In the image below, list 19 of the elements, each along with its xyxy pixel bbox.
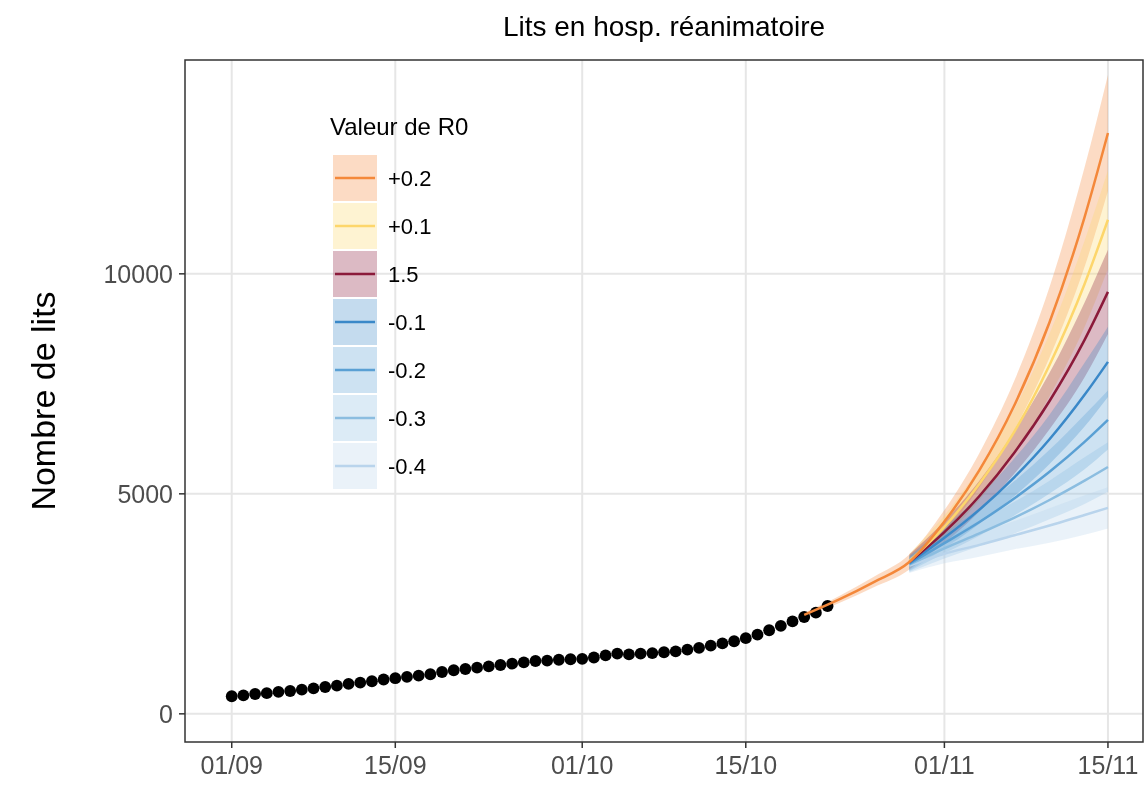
legend-label: -0.4 [388, 453, 426, 479]
legend-label: +0.1 [388, 213, 432, 239]
legend-label: -0.1 [388, 309, 426, 335]
legend-label: +0.2 [388, 165, 432, 191]
legend-label: -0.2 [388, 357, 426, 383]
chart-title: Lits en hosp. réanimatoire [502, 11, 826, 42]
x-tick-label: 15/09 [364, 751, 427, 779]
legend-title: Valeur de R0 [330, 113, 469, 140]
x-tick-label: 15/10 [714, 751, 778, 779]
y-axis-title: Nombre de lits [24, 291, 62, 511]
y-tick-label: 10000 [103, 259, 173, 288]
y-tick-label: 0 [159, 699, 173, 728]
legend-label: -0.3 [388, 405, 426, 431]
x-tick-label: 01/11 [914, 751, 975, 779]
x-tick-label: 01/10 [550, 751, 614, 779]
legend-label: 1.5 [388, 261, 419, 287]
x-tick-label: 15/11 [1077, 751, 1139, 779]
x-tick-label: 01/09 [200, 751, 264, 779]
y-tick-label: 5000 [117, 479, 173, 508]
